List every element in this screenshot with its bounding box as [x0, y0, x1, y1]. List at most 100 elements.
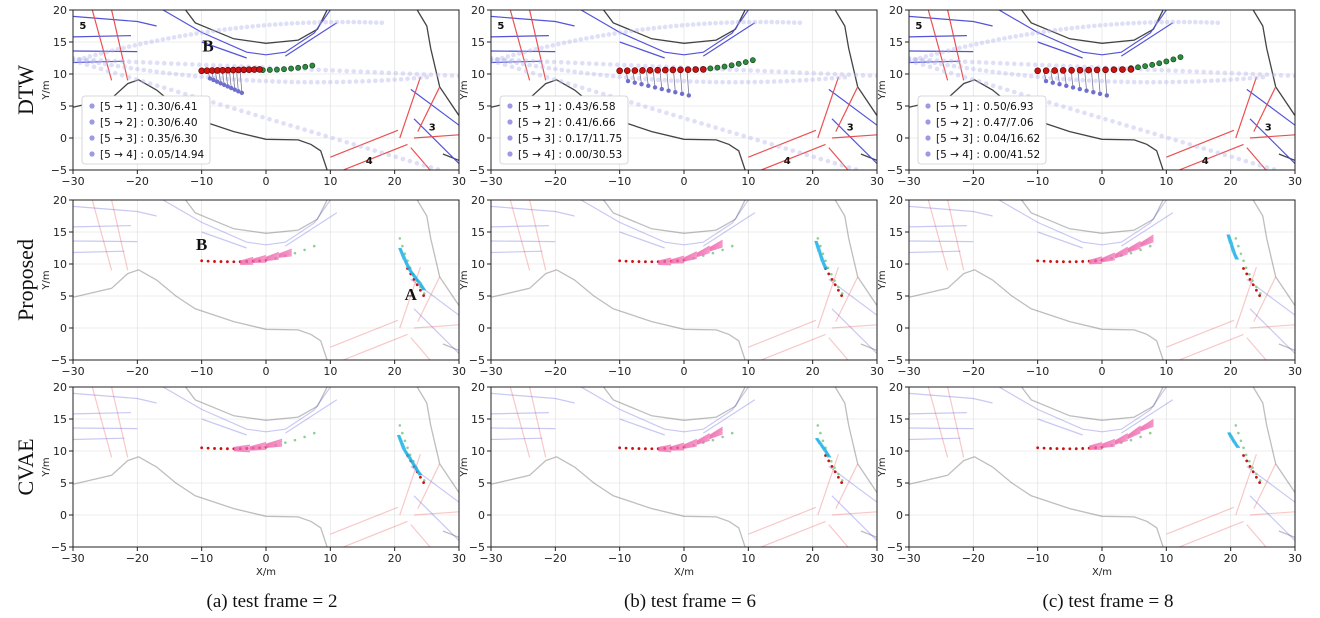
vehicle-label-b: B — [196, 235, 207, 254]
predicted-trajectory-b — [1114, 439, 1128, 445]
dtw-match-line — [639, 70, 642, 85]
history-dot — [1251, 283, 1255, 287]
candidate-path-dot — [976, 60, 982, 65]
future-dot — [833, 279, 836, 282]
y-tick-label: 20 — [889, 4, 903, 17]
candidate-path-dot — [941, 68, 947, 74]
predicted-trajectory-b — [1114, 251, 1128, 258]
candidate-path-dot — [678, 114, 683, 120]
history-dot — [206, 259, 210, 263]
candidate-path-dot — [804, 152, 810, 158]
candidate-path-dot — [927, 57, 933, 63]
legend-entry: [5 → 2] : 0.30/6.40 — [100, 117, 198, 129]
predicted-trajectory-a — [415, 276, 423, 285]
predicted-trajectory-b — [683, 438, 698, 446]
candidate-path-dot — [679, 23, 685, 28]
history-dot — [624, 446, 628, 450]
history-dot — [684, 66, 692, 73]
candidate-path-dot — [98, 51, 104, 56]
candidate-path-dot — [718, 20, 724, 26]
predicted-trajectory-a — [815, 240, 821, 253]
lane-line — [817, 267, 839, 329]
candidate-path-dot — [147, 68, 153, 74]
candidate-path-dot — [81, 55, 87, 61]
x-tick-label: 20 — [1224, 175, 1238, 188]
lane-line — [413, 324, 459, 329]
lane-line — [1246, 465, 1295, 503]
x-tick-label: 0 — [263, 552, 270, 565]
legend-marker — [507, 151, 513, 157]
candidate-path-dot — [1054, 76, 1060, 81]
history-dot — [1245, 272, 1249, 276]
candidate-path-dot — [98, 58, 104, 63]
future-dot — [816, 237, 820, 240]
future-dot — [824, 259, 827, 263]
candidate-path-dot — [1228, 77, 1233, 82]
history-dot — [1062, 260, 1065, 264]
candidate-path-dot — [600, 91, 606, 97]
candidate-path-dot — [1151, 79, 1156, 85]
y-tick-label: 15 — [471, 36, 485, 49]
lane-line — [817, 77, 839, 139]
candidate-path-dot — [1120, 21, 1125, 27]
candidate-path-dot — [586, 87, 592, 93]
candidate-path-dot — [746, 79, 751, 85]
future-dot — [816, 424, 820, 427]
candidate-path-dot — [996, 70, 1002, 75]
lane-line — [491, 225, 549, 228]
lane-line — [998, 387, 1167, 433]
candidate-path-dot — [713, 125, 718, 130]
candidate-path-dot — [218, 102, 223, 107]
candidate-path-dot — [752, 19, 758, 25]
predicted-trajectory-b — [249, 446, 267, 450]
x-tick-label: −10 — [1026, 175, 1049, 188]
future-dot — [312, 431, 316, 435]
future-dot — [312, 244, 316, 248]
candidate-path-dot — [867, 73, 873, 78]
candidate-path-dot — [246, 110, 251, 116]
dtw-match-dot — [1057, 82, 1062, 87]
predicted-trajectory-b — [240, 258, 254, 263]
lane-line — [284, 212, 338, 247]
lane-line — [1037, 418, 1083, 436]
candidate-path-dot — [558, 60, 564, 65]
candidate-path-dot — [110, 48, 115, 53]
candidate-path-dot — [194, 31, 199, 36]
dtw-match-line — [1084, 69, 1087, 91]
history-dot — [1248, 277, 1252, 281]
zone-label: 3 — [847, 122, 854, 133]
candidate-path-dot — [334, 79, 340, 85]
candidate-path-dot — [790, 69, 796, 75]
y-tick-label: 5 — [60, 290, 67, 303]
history-dot — [837, 475, 840, 479]
candidate-path-dot — [586, 61, 592, 66]
candidate-path-dot — [584, 36, 589, 41]
future-dot — [821, 439, 825, 443]
candidate-path-dot — [1152, 131, 1157, 137]
plot-area: 5 3 4 [5 → 1] : 0.50/6.93 [5 → 2] : 0.47/7.0… — [909, 10, 1295, 170]
lane-line — [417, 276, 441, 322]
candidate-path-dot — [84, 62, 90, 68]
curb-line — [1252, 200, 1295, 306]
y-tick-label: 5 — [478, 477, 485, 490]
y-tick-label: 5 — [896, 290, 903, 303]
future-dot — [398, 424, 402, 427]
legend-frame — [917, 95, 1047, 165]
candidate-path-dot — [1068, 106, 1073, 112]
y-tick-label: −5 — [51, 354, 67, 367]
candidate-path-dot — [784, 78, 790, 84]
lane-line — [162, 387, 331, 433]
candidate-path-dot — [1264, 72, 1270, 78]
lane-line — [399, 454, 421, 516]
candidate-path-dot — [685, 116, 690, 122]
candidate-path-dot — [786, 20, 791, 25]
lane-line — [491, 392, 575, 404]
predicted-trajectory-a — [419, 283, 425, 291]
predicted-trajectory-b — [709, 244, 723, 251]
candidate-path-dot — [237, 77, 243, 83]
candidate-path-dot — [1193, 19, 1198, 25]
candidate-path-dot — [527, 62, 532, 68]
dtw-match-dot — [679, 91, 685, 97]
legend-entry: [5 → 2] : 0.47/7.06 — [936, 117, 1034, 129]
lane-line — [828, 88, 877, 126]
